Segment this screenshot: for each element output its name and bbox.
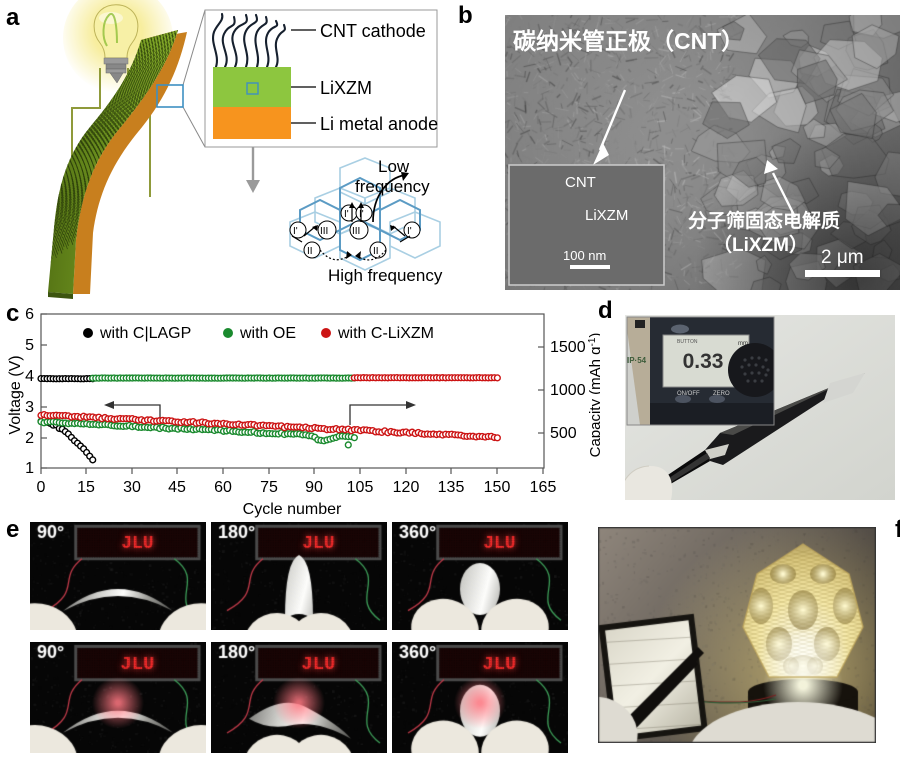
svg-text:500: 500 (550, 425, 577, 442)
svg-text:I': I' (407, 226, 412, 237)
svg-text:4: 4 (25, 368, 34, 385)
svg-text:High frequency: High frequency (328, 266, 443, 285)
svg-text:60: 60 (214, 479, 232, 496)
svg-text:（LiXZM）: （LiXZM） (713, 233, 808, 256)
svg-text:IP·54: IP·54 (627, 356, 647, 365)
svg-text:CNT: CNT (565, 174, 596, 191)
svg-text:120: 120 (393, 479, 420, 496)
svg-text:75: 75 (260, 479, 278, 496)
svg-text:3: 3 (25, 399, 34, 416)
svg-text:135: 135 (438, 479, 465, 496)
svg-text:碳纳米管正极（CNT）: 碳纳米管正极（CNT） (513, 28, 744, 54)
svg-text:III: III (320, 226, 328, 237)
svg-text:100 nm: 100 nm (563, 248, 606, 263)
svg-text:165: 165 (530, 479, 557, 496)
svg-text:105: 105 (347, 479, 374, 496)
svg-text:Voltage (V): Voltage (V) (7, 355, 24, 434)
svg-text:6: 6 (25, 306, 34, 323)
svg-text:1500: 1500 (550, 339, 586, 356)
svg-text:30: 30 (123, 479, 141, 496)
svg-text:1: 1 (25, 460, 34, 477)
svg-text:III: III (352, 226, 360, 237)
svg-text:Capacity (mAh g-1): Capacity (mAh g-1) (587, 333, 601, 458)
svg-text:II: II (373, 246, 379, 257)
svg-text:with C-LiXZM: with C-LiXZM (337, 325, 434, 342)
svg-text:5: 5 (25, 337, 34, 354)
svg-text:I': I' (293, 226, 298, 237)
svg-text:1000: 1000 (550, 382, 586, 399)
svg-text:分子筛固态电解质: 分子筛固态电解质 (688, 209, 840, 232)
svg-text:2 μm: 2 μm (821, 247, 864, 268)
svg-text:with C|LAGP: with C|LAGP (99, 325, 191, 342)
svg-text:45: 45 (168, 479, 186, 496)
svg-text:I': I' (344, 209, 349, 220)
svg-text:Cycle number: Cycle number (243, 501, 342, 518)
svg-text:LiXZM: LiXZM (585, 207, 628, 224)
svg-text:II: II (307, 246, 313, 257)
svg-text:0: 0 (37, 479, 46, 496)
svg-text:0.33: 0.33 (683, 350, 724, 373)
svg-text:with OE: with OE (239, 325, 296, 342)
svg-text:150: 150 (484, 479, 511, 496)
svg-text:15: 15 (77, 479, 95, 496)
svg-text:BUTTON: BUTTON (677, 339, 698, 345)
svg-text:2: 2 (25, 430, 34, 447)
svg-text:90: 90 (305, 479, 323, 496)
